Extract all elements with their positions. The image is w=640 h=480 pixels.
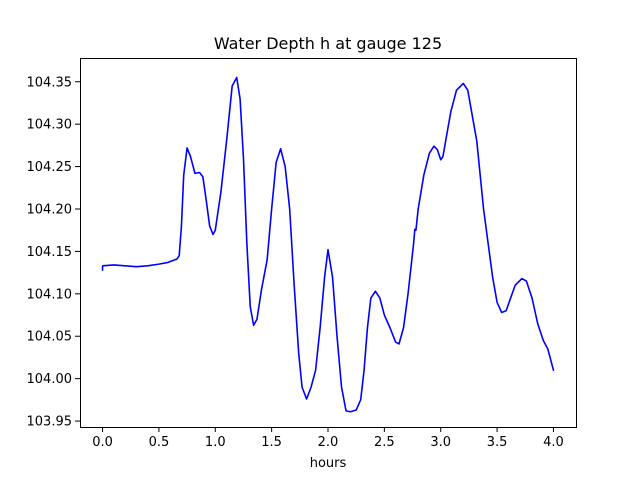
x-tick-label: 2.5 [374, 435, 395, 450]
y-tick-label: 104.30 [27, 118, 73, 133]
plot-area [80, 58, 577, 428]
chart-title: Water Depth h at gauge 125 [214, 34, 442, 53]
y-tick-label: 104.10 [27, 287, 73, 302]
y-tick-label: 104.35 [27, 75, 73, 90]
x-tick-label: 3.5 [487, 435, 508, 450]
y-tick-label: 104.20 [27, 202, 73, 217]
x-tick-label: 3.0 [430, 435, 451, 450]
x-tick-label: 2.0 [318, 435, 339, 450]
y-tick-label: 103.95 [27, 415, 73, 430]
y-axis: 103.95 104.00 104.05 104.10 104.15 104.20 104.… [27, 75, 80, 430]
x-axis-label: hours [310, 456, 347, 471]
x-tick-label: 0.5 [149, 435, 170, 450]
y-tick-label: 104.25 [27, 160, 73, 175]
x-tick-label: 1.0 [205, 435, 226, 450]
x-tick-label: 0.0 [92, 435, 113, 450]
plot-frame [80, 58, 577, 428]
y-tick-label: 104.00 [27, 372, 73, 387]
x-tick-label: 1.5 [261, 435, 282, 450]
x-tick-label: 4.0 [543, 435, 564, 450]
y-tick-label: 104.05 [27, 330, 73, 345]
x-axis: 0.0 0.5 1.0 1.5 2.0 2.5 3.0 3.5 4.0 [92, 427, 564, 450]
y-tick-label: 104.15 [27, 245, 73, 260]
series-line [101, 76, 555, 413]
